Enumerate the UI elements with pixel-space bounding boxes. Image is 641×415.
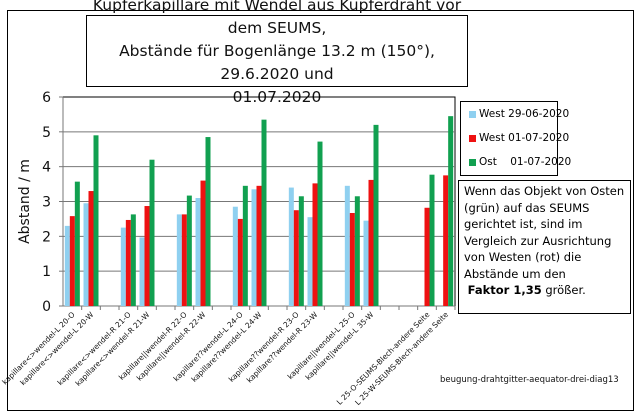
bar bbox=[139, 237, 145, 306]
bar bbox=[349, 212, 355, 306]
note-line: von Westen (rot) die bbox=[464, 250, 582, 264]
note-line: Faktor 1,35 größer. bbox=[464, 282, 625, 299]
note-line: Wenn das Objekt von Osten bbox=[464, 184, 625, 198]
chart-frame bbox=[7, 10, 634, 411]
x-tick-label: L 25-W-SEUMS-Blech-andere Seite bbox=[353, 310, 450, 407]
note-tail: größer. bbox=[541, 283, 586, 297]
bar bbox=[125, 219, 131, 306]
annotation-box: Wenn das Objekt von Osten (grün) auf das… bbox=[458, 180, 631, 314]
bar bbox=[242, 185, 248, 306]
note-line: Abstände um den bbox=[464, 266, 566, 281]
legend-item: Ost 01-07-2020 bbox=[469, 156, 571, 168]
legend-swatch bbox=[469, 158, 476, 166]
bar bbox=[288, 187, 294, 306]
bar bbox=[69, 216, 75, 306]
bar bbox=[373, 124, 379, 306]
bar bbox=[186, 195, 192, 306]
bar bbox=[424, 207, 430, 306]
title-line: Abstände für Bogenlänge 13.2 m (150°), 2… bbox=[119, 41, 435, 83]
bar bbox=[64, 225, 70, 306]
bar bbox=[200, 180, 206, 306]
bar bbox=[443, 175, 449, 306]
note-line: gerichtet ist, sind im bbox=[464, 217, 583, 231]
bar bbox=[354, 196, 360, 306]
y-tick-label: 0 bbox=[42, 299, 51, 315]
legend-swatch bbox=[469, 134, 476, 142]
bar bbox=[256, 185, 262, 306]
bar bbox=[205, 137, 211, 306]
bar bbox=[88, 191, 94, 306]
bar bbox=[448, 116, 454, 307]
legend-label: West 29-06-2020 bbox=[479, 108, 570, 120]
bar bbox=[195, 198, 201, 306]
y-tick-label: 3 bbox=[42, 195, 51, 211]
note-line: (grün) auf das SEUMS bbox=[464, 200, 590, 215]
legend-label: Ost 01-07-2020 bbox=[479, 156, 572, 168]
bar bbox=[312, 183, 318, 306]
chart-title: Kupferkapillare mit Wendel aus Kupferdra… bbox=[86, 0, 468, 106]
bar bbox=[429, 174, 435, 306]
y-tick-label: 2 bbox=[42, 229, 51, 245]
bar bbox=[232, 206, 238, 306]
bar bbox=[237, 218, 243, 306]
legend-item: West 29-06-2020 bbox=[469, 108, 569, 120]
y-axis-label: Abstand / m bbox=[17, 159, 33, 244]
bar bbox=[307, 217, 313, 306]
title-line: Kupferkapillare mit Wendel aus Kupferdra… bbox=[92, 0, 462, 37]
bar bbox=[181, 214, 187, 306]
bar bbox=[368, 179, 374, 306]
legend-label: West 01-07-2020 bbox=[479, 132, 570, 144]
bar bbox=[120, 227, 126, 306]
bar bbox=[144, 206, 150, 306]
y-tick-label: 4 bbox=[42, 160, 51, 176]
legend-item: West 01-07-2020 bbox=[469, 132, 569, 144]
bar bbox=[317, 141, 323, 306]
bar bbox=[261, 119, 267, 307]
bar bbox=[93, 135, 99, 306]
note-line: Vergleich zur Ausrichtung bbox=[464, 233, 612, 248]
bar bbox=[344, 185, 350, 306]
bar bbox=[83, 203, 89, 306]
note-bold: Faktor 1,35 bbox=[467, 283, 542, 297]
y-tick-label: 1 bbox=[42, 264, 51, 280]
bar bbox=[74, 181, 80, 306]
bar bbox=[363, 220, 369, 306]
x-tick-label: L 25-O-SEUMS-Blech-andere Seite bbox=[335, 310, 432, 407]
y-tick-label: 6 bbox=[42, 90, 51, 106]
bar bbox=[176, 214, 182, 306]
legend-swatch bbox=[469, 110, 476, 118]
bar bbox=[293, 210, 299, 306]
footer-label: beugung-drahtgitter-aequator-drei-diag13 bbox=[440, 375, 619, 385]
legend: West 29-06-2020 West 01-07-2020 Ost 01-0… bbox=[460, 101, 571, 176]
y-tick-label: 5 bbox=[42, 125, 51, 141]
bar bbox=[251, 189, 257, 306]
bar bbox=[149, 159, 155, 306]
bar bbox=[130, 214, 136, 306]
bar bbox=[298, 196, 304, 306]
